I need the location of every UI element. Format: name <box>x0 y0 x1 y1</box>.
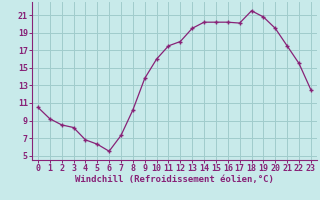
X-axis label: Windchill (Refroidissement éolien,°C): Windchill (Refroidissement éolien,°C) <box>75 175 274 184</box>
